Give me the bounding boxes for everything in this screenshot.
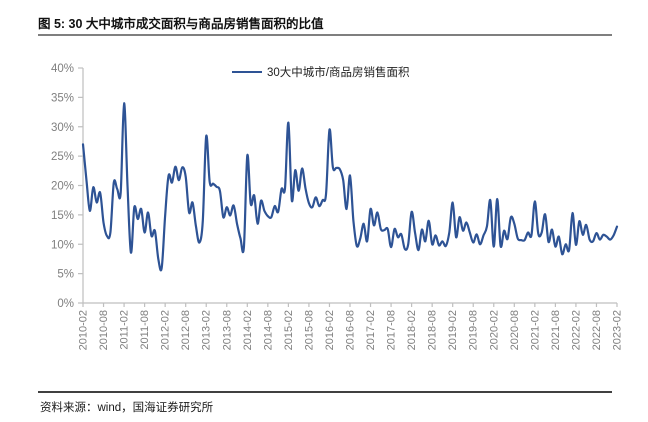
x-tick-label: 2020-02 bbox=[488, 310, 500, 350]
y-tick-label: 30% bbox=[51, 122, 74, 134]
x-tick-label: 2022-02 bbox=[570, 310, 582, 350]
x-tick-label: 2011-02 bbox=[119, 310, 131, 350]
x-tick-label: 2019-08 bbox=[468, 310, 480, 350]
x-tick-label: 2016-08 bbox=[345, 310, 357, 350]
legend-label: 30大中城市/商品房销售面积 bbox=[267, 67, 410, 79]
data-line-series bbox=[81, 102, 619, 272]
x-tick-label: 2014-08 bbox=[262, 310, 274, 350]
y-tick-label: 35% bbox=[51, 92, 74, 104]
y-tick-label: 0% bbox=[57, 298, 74, 310]
y-tick-label: 25% bbox=[51, 151, 74, 163]
x-tick-label: 2018-02 bbox=[406, 310, 418, 350]
chart-legend: 30大中城市/商品房销售面积 bbox=[232, 64, 410, 80]
x-tick-label: 2010-02 bbox=[78, 310, 90, 350]
x-tick-label: 2011-08 bbox=[139, 310, 151, 350]
y-tick-label: 20% bbox=[51, 181, 74, 193]
x-tick-label: 2021-08 bbox=[550, 310, 562, 350]
x-tick-label: 2014-02 bbox=[242, 310, 254, 350]
x-tick-label: 2020-08 bbox=[509, 310, 521, 350]
x-tick-label: 2013-08 bbox=[221, 310, 233, 350]
x-tick-label: 2012-08 bbox=[180, 310, 192, 350]
x-tick-label: 2019-02 bbox=[447, 310, 459, 350]
x-tick-label: 2015-08 bbox=[303, 310, 315, 350]
figure-title: 图 5: 30 大中城市成交面积与商品房销售面积的比值 bbox=[38, 17, 324, 31]
y-tick-label: 10% bbox=[51, 239, 74, 251]
x-tick-label: 2017-08 bbox=[386, 310, 398, 350]
x-tick-label: 2015-02 bbox=[283, 310, 295, 350]
x-tick-label: 2010-08 bbox=[98, 310, 110, 350]
x-tick-label: 2012-02 bbox=[160, 310, 172, 350]
y-tick-label: 5% bbox=[57, 269, 74, 281]
x-tick-label: 2018-08 bbox=[427, 310, 439, 350]
x-tick-label: 2016-02 bbox=[324, 310, 336, 350]
x-tick-label: 2017-02 bbox=[365, 310, 377, 350]
y-tick-label: 40% bbox=[51, 63, 74, 75]
legend-line-swatch bbox=[232, 70, 262, 74]
y-tick-label: 15% bbox=[51, 210, 74, 222]
x-tick-label: 2022-08 bbox=[591, 310, 603, 350]
title-divider bbox=[38, 34, 612, 36]
x-tick-label: 2023-02 bbox=[612, 310, 624, 350]
x-tick-label: 2013-02 bbox=[201, 310, 213, 350]
x-tick-label: 2021-02 bbox=[529, 310, 541, 350]
footer-divider bbox=[38, 391, 612, 393]
source-note: 资料来源：wind，国海证券研究所 bbox=[40, 402, 214, 414]
